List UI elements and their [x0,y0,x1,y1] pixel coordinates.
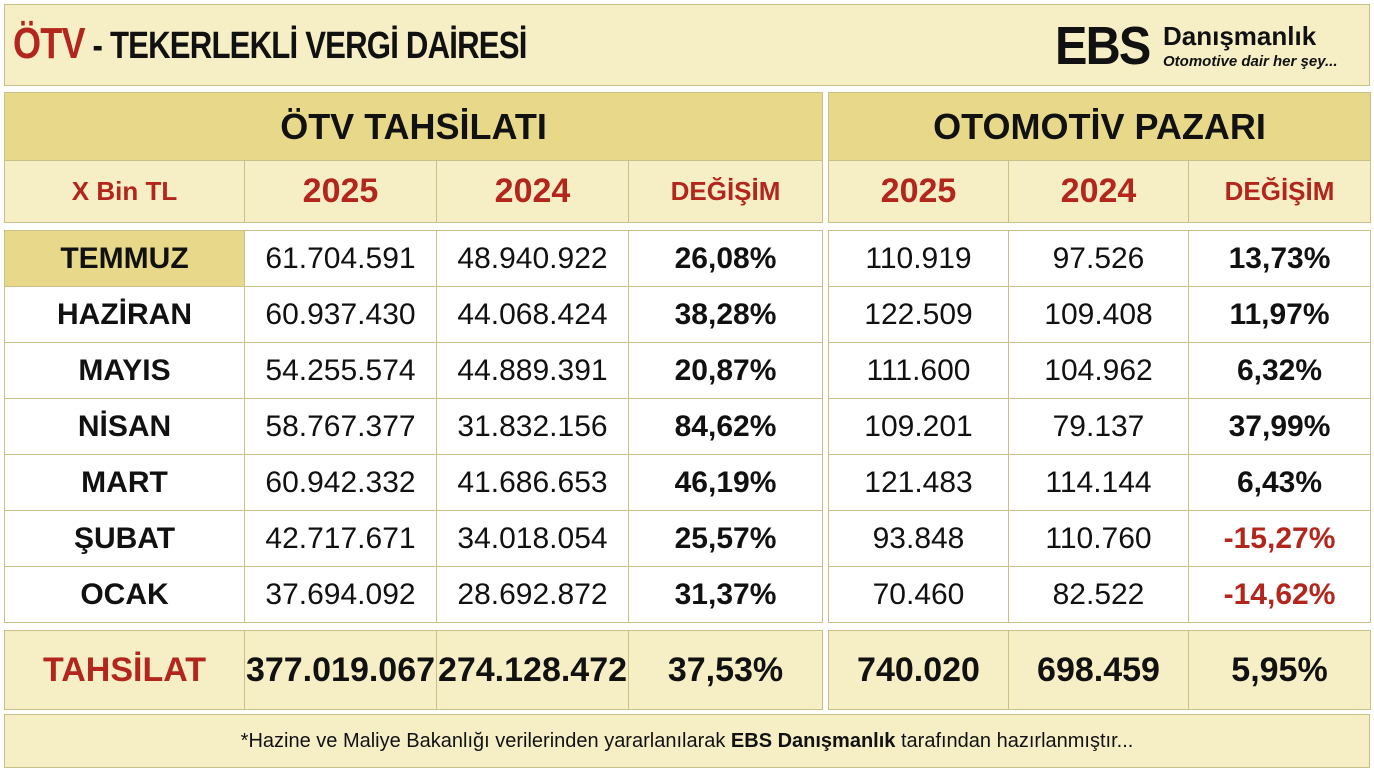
otv-change-value: 20,87% [628,342,823,399]
otv-total-2024: 274.128.472 [436,630,629,710]
otv-change-value: 25,57% [628,510,823,567]
table-row: NİSAN 58.767.377 31.832.156 84,62% [4,398,823,455]
market-2025-value: 121.483 [828,454,1009,511]
otv-section-title: ÖTV TAHSİLATI [3,92,824,161]
otv-2025-value: 54.255.574 [244,342,437,399]
market-total-2024: 698.459 [1008,630,1189,710]
month-label: NİSAN [4,398,245,455]
otv-change-value: 46,19% [628,454,823,511]
market-2025-value: 109.201 [828,398,1009,455]
otv-2025-value: 60.937.430 [244,286,437,343]
market-2024-value: 79.137 [1008,398,1189,455]
market-table: OTOMOTİV PAZARI 2025 2024 DEĞİŞİM [827,92,1372,223]
otv-2025-value: 60.942.332 [244,454,437,511]
total-row: 740.020 698.459 5,95% [828,630,1371,710]
market-change-value: -15,27% [1188,510,1371,567]
otv-total-2025: 377.019.067 [244,630,437,710]
table-row: OCAK 37.694.092 28.692.872 31,37% [4,566,823,623]
market-2025-value: 70.460 [828,566,1009,623]
table-row: 121.483 114.144 6,43% [828,454,1371,511]
market-total-table: 740.020 698.459 5,95% [828,630,1371,710]
otv-2024-value: 44.889.391 [436,342,629,399]
page-header: ÖTV - TEKERLEKLİ VERGİ DAİRESİ EBS Danış… [4,4,1370,86]
otv-table: ÖTV TAHSİLATI X Bin TL 2025 2024 DEĞİŞİM [3,92,824,223]
otv-change-value: 84,62% [628,398,823,455]
table-row: HAZİRAN 60.937.430 44.068.424 38,28% [4,286,823,343]
table-row: ŞUBAT 42.717.671 34.018.054 25,57% [4,510,823,567]
title-otv: ÖTV [13,19,86,68]
market-2025-value: 93.848 [828,510,1009,567]
otv-change-value: 31,37% [628,566,823,623]
month-label: OCAK [4,566,245,623]
market-2024-value: 82.522 [1008,566,1189,623]
otv-2024-value: 48.940.922 [436,230,629,287]
market-2024-value: 114.144 [1008,454,1189,511]
otv-2024-value: 44.068.424 [436,286,629,343]
market-change-value: 13,73% [1188,230,1371,287]
table-row: 93.848 110.760 -15,27% [828,510,1371,567]
otv-col-2025: 2025 [244,160,437,223]
table-row: MART 60.942.332 41.686.653 46,19% [4,454,823,511]
otv-total-table: TAHSİLAT 377.019.067 274.128.472 37,53% [4,630,823,710]
market-total-change: 5,95% [1188,630,1371,710]
otv-2024-value: 41.686.653 [436,454,629,511]
market-col-2025: 2025 [828,160,1009,223]
footnote-brand: EBS Danışmanlık [730,730,896,752]
otv-col-2024: 2024 [436,160,629,223]
market-2024-value: 97.526 [1008,230,1189,287]
otv-2025-value: 37.694.092 [244,566,437,623]
table-row: 111.600 104.962 6,32% [828,342,1371,399]
table-row: 109.201 79.137 37,99% [828,398,1371,455]
logo-ebs-text: EBS [1055,16,1151,76]
otv-2025-value: 42.717.671 [244,510,437,567]
month-label: HAZİRAN [4,286,245,343]
otv-2024-value: 31.832.156 [436,398,629,455]
total-label: TAHSİLAT [4,630,245,710]
otv-2025-value: 58.767.377 [244,398,437,455]
market-col-2024: 2024 [1008,160,1189,223]
table-row: 122.509 109.408 11,97% [828,286,1371,343]
market-change-value: 11,97% [1188,286,1371,343]
month-label: MAYIS [4,342,245,399]
footnote-pre: *Hazine ve Maliye Bakanlığı verilerinden… [240,730,731,752]
table-row: 70.460 82.522 -14,62% [828,566,1371,623]
market-2025-value: 110.919 [828,230,1009,287]
table-row: TEMMUZ 61.704.591 48.940.922 26,08% [4,230,823,287]
market-2024-value: 109.408 [1008,286,1189,343]
page-title: ÖTV - TEKERLEKLİ VERGİ DAİRESİ [13,19,527,69]
market-2025-value: 111.600 [828,342,1009,399]
otv-col-change: DEĞİŞİM [627,160,824,223]
ebs-logo: EBS Danışmanlık Otomotive dair her şey..… [1055,16,1355,77]
market-2024-value: 110.760 [1008,510,1189,567]
unit-label: X Bin TL [4,160,245,223]
market-col-change: DEĞİŞİM [1187,160,1372,223]
otv-2025-value: 61.704.591 [244,230,437,287]
month-label: TEMMUZ [4,230,245,287]
market-section-title: OTOMOTİV PAZARI [827,92,1372,161]
title-rest: - TEKERLEKLİ VERGİ DAİRESİ [84,25,528,67]
month-label: MART [4,454,245,511]
otv-2024-value: 34.018.054 [436,510,629,567]
market-change-value: 6,32% [1188,342,1371,399]
market-2025-value: 122.509 [828,286,1009,343]
market-total-2025: 740.020 [828,630,1009,710]
market-2024-value: 104.962 [1008,342,1189,399]
otv-total-change: 37,53% [628,630,823,710]
otv-change-value: 38,28% [628,286,823,343]
market-change-value: 37,99% [1188,398,1371,455]
source-footnote: *Hazine ve Maliye Bakanlığı verilerinden… [4,714,1370,768]
logo-tagline: Otomotive dair her şey... [1163,53,1338,70]
market-change-value: -14,62% [1188,566,1371,623]
total-row: TAHSİLAT 377.019.067 274.128.472 37,53% [4,630,823,710]
footnote-post: tarafından hazırlanmıştır... [895,730,1134,752]
otv-data-table: TEMMUZ 61.704.591 48.940.922 26,08% HAZİ… [4,230,823,623]
month-label: ŞUBAT [4,510,245,567]
market-change-value: 6,43% [1188,454,1371,511]
otv-change-value: 26,08% [628,230,823,287]
logo-company-name: Danışmanlık [1163,21,1317,51]
table-row: MAYIS 54.255.574 44.889.391 20,87% [4,342,823,399]
otv-2024-value: 28.692.872 [436,566,629,623]
market-data-table: 110.919 97.526 13,73% 122.509 109.408 11… [828,230,1371,623]
table-row: 110.919 97.526 13,73% [828,230,1371,287]
